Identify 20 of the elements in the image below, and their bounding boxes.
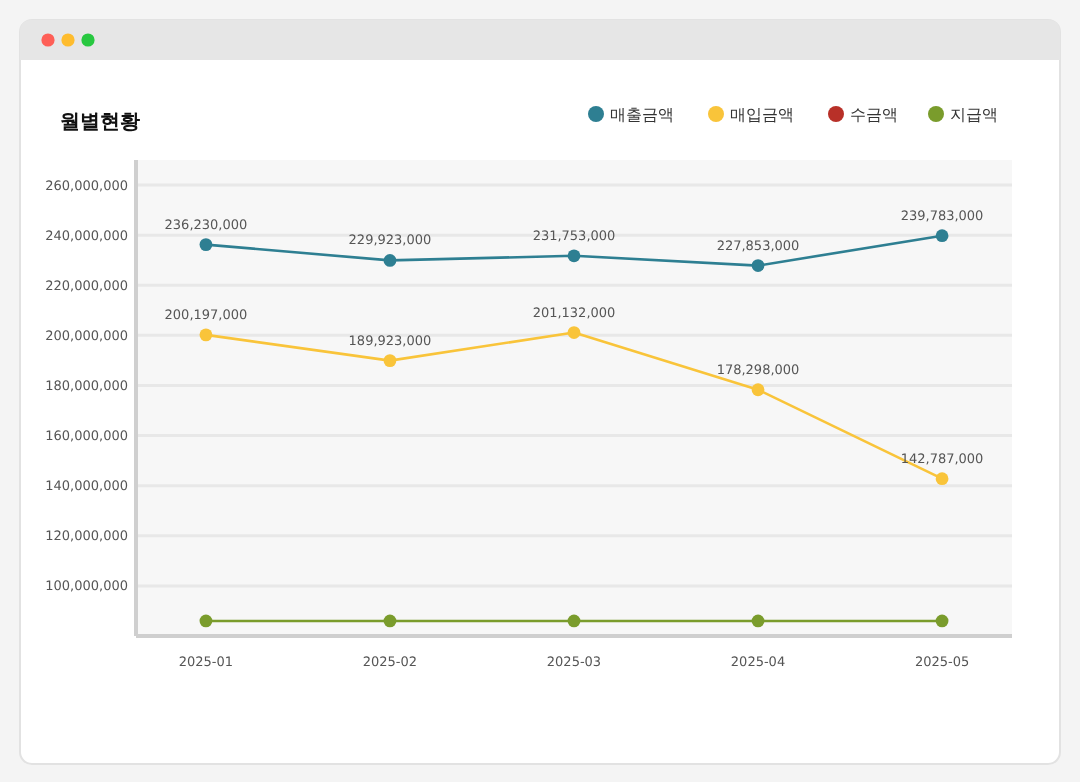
chart-title: 월별현황 <box>60 112 140 134</box>
point <box>751 259 765 272</box>
point <box>751 383 765 397</box>
legend-label: 매입금액 <box>730 106 794 124</box>
legend-label: 지급액 <box>950 106 998 124</box>
point <box>567 249 581 263</box>
point <box>199 328 213 342</box>
point <box>935 472 949 486</box>
point <box>751 614 765 628</box>
point <box>383 614 397 628</box>
point <box>935 614 949 628</box>
point <box>199 238 213 251</box>
point <box>935 229 949 243</box>
point <box>199 614 213 628</box>
point <box>383 254 397 267</box>
legend-label: 수금액 <box>850 106 898 124</box>
point <box>567 326 581 339</box>
point <box>383 354 397 368</box>
point <box>567 614 581 628</box>
legend-label: 매출금액 <box>610 106 674 124</box>
